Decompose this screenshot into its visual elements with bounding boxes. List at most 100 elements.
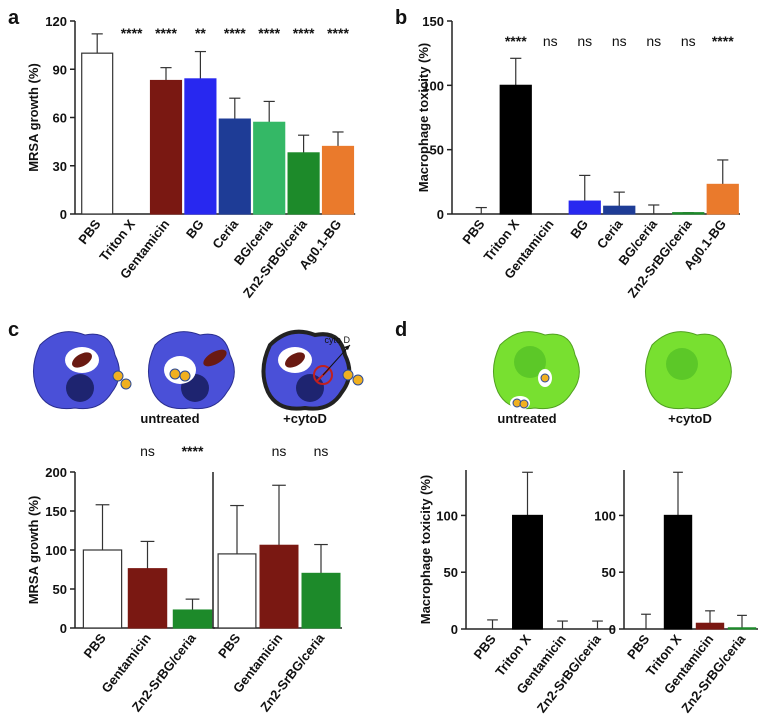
arrow bbox=[322, 344, 351, 376]
subplot-title: +cytoD bbox=[668, 411, 712, 426]
y-tick-label: 100 bbox=[45, 543, 67, 558]
bacterium bbox=[285, 352, 305, 368]
significance-label: ns bbox=[577, 33, 592, 49]
significance-label: ns bbox=[646, 33, 661, 49]
particle bbox=[112, 370, 124, 382]
bar bbox=[727, 627, 757, 630]
particle bbox=[179, 370, 191, 382]
nucleus bbox=[514, 346, 546, 378]
significance-label: ns bbox=[272, 443, 287, 459]
panel-label: c bbox=[8, 319, 19, 341]
cell-illustrations-d bbox=[493, 331, 732, 410]
significance-label: **** bbox=[258, 25, 280, 41]
significance-label: ** bbox=[195, 25, 206, 41]
particle bbox=[519, 399, 529, 409]
x-tick-label: PBS bbox=[624, 631, 652, 662]
y-tick-label: 0 bbox=[60, 207, 67, 222]
particle bbox=[120, 378, 132, 390]
significance-label: ns bbox=[314, 443, 329, 459]
bar bbox=[218, 118, 251, 215]
y-axis-label: MRSA growth (%) bbox=[26, 496, 41, 605]
bar bbox=[321, 145, 355, 215]
y-axis-label: Macrophage toxicity (%) bbox=[418, 475, 433, 625]
y-tick-label: 30 bbox=[53, 159, 67, 174]
x-tick-label: PBS bbox=[215, 630, 243, 661]
bar bbox=[695, 622, 725, 630]
subplot-title: untreated bbox=[140, 411, 199, 426]
bar bbox=[301, 572, 341, 629]
particle bbox=[169, 368, 181, 380]
nucleus bbox=[666, 348, 698, 380]
y-tick-label: 150 bbox=[422, 14, 444, 29]
bar bbox=[127, 568, 168, 629]
particle bbox=[342, 369, 354, 381]
significance-label: ns bbox=[612, 33, 627, 49]
y-tick-label: 100 bbox=[422, 78, 444, 93]
panel-label: d bbox=[395, 319, 407, 341]
bacterium bbox=[203, 349, 227, 367]
x-tick-label: Ceria bbox=[594, 216, 626, 251]
bar bbox=[149, 79, 183, 215]
x-tick-label: PBS bbox=[81, 630, 109, 661]
particle bbox=[352, 374, 364, 386]
bar bbox=[287, 152, 320, 215]
x-tick-label: BG bbox=[183, 217, 207, 242]
y-tick-label: 100 bbox=[436, 508, 458, 523]
significance-label: ns bbox=[140, 443, 155, 459]
y-tick-label: 50 bbox=[430, 143, 444, 158]
y-tick-label: 50 bbox=[53, 582, 67, 597]
y-tick-label: 50 bbox=[444, 565, 458, 580]
significance-label: **** bbox=[155, 25, 177, 41]
bar bbox=[82, 549, 123, 629]
arrow-head bbox=[344, 345, 350, 350]
x-tick-label: Ceria bbox=[209, 216, 241, 251]
bar bbox=[499, 84, 532, 215]
y-axis-label: Macrophage toxicity (%) bbox=[416, 43, 431, 193]
x-tick-label: PBS bbox=[459, 216, 487, 247]
bar bbox=[672, 212, 705, 215]
bar bbox=[568, 200, 601, 215]
bar bbox=[603, 205, 636, 215]
panel-label: b bbox=[395, 7, 407, 29]
significance-label: **** bbox=[293, 25, 315, 41]
bar bbox=[706, 183, 739, 215]
y-tick-label: 0 bbox=[609, 622, 616, 637]
significance-label: **** bbox=[224, 25, 246, 41]
cell-illustrations-c bbox=[33, 329, 364, 411]
significance-label: **** bbox=[121, 25, 143, 41]
significance-label: **** bbox=[327, 25, 349, 41]
x-tick-label: BG bbox=[567, 217, 591, 242]
particle bbox=[540, 373, 550, 383]
y-tick-label: 0 bbox=[451, 622, 458, 637]
bar bbox=[253, 121, 286, 215]
significance-label: **** bbox=[712, 33, 734, 49]
y-tick-label: 0 bbox=[60, 621, 67, 636]
y-tick-label: 200 bbox=[45, 465, 67, 480]
y-tick-label: 50 bbox=[602, 565, 616, 580]
annotation: cyto D bbox=[324, 335, 350, 345]
nucleus bbox=[66, 374, 94, 402]
bar bbox=[259, 544, 299, 629]
block-sign bbox=[313, 365, 333, 385]
y-tick-label: 0 bbox=[437, 207, 444, 222]
significance-label: ns bbox=[543, 33, 558, 49]
subplot-title: untreated bbox=[497, 411, 556, 426]
bar bbox=[217, 553, 257, 629]
y-axis-label: MRSA growth (%) bbox=[26, 63, 41, 172]
bar bbox=[512, 514, 543, 630]
vacuole bbox=[164, 356, 196, 384]
y-tick-label: 60 bbox=[53, 111, 67, 126]
y-tick-label: 100 bbox=[594, 508, 616, 523]
y-tick-label: 90 bbox=[53, 62, 67, 77]
y-tick-label: 120 bbox=[45, 14, 67, 29]
x-tick-label: PBS bbox=[471, 631, 499, 662]
subplot-title: +cytoD bbox=[283, 411, 327, 426]
bar bbox=[663, 514, 693, 630]
significance-label: ns bbox=[681, 33, 696, 49]
y-tick-label: 150 bbox=[45, 504, 67, 519]
x-tick-label: PBS bbox=[75, 216, 103, 247]
significance-label: **** bbox=[182, 443, 204, 459]
x-tick-label: Zn2-SrBG/ceria bbox=[534, 631, 605, 715]
bar bbox=[172, 609, 213, 629]
